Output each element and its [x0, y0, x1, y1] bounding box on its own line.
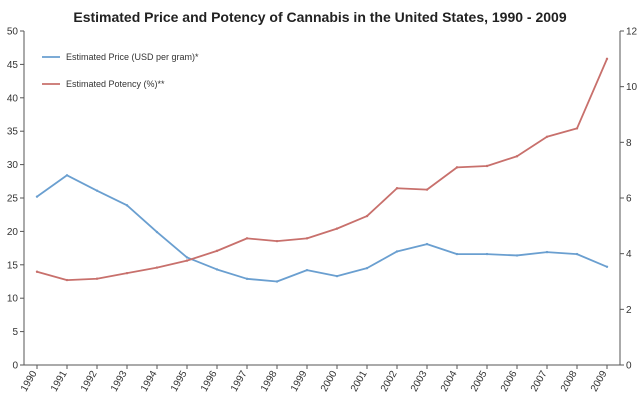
data-point-potency: [455, 166, 459, 169]
data-point-potency: [515, 155, 519, 158]
x-tick-label: 2008: [559, 369, 580, 394]
data-point-price: [425, 242, 429, 246]
left-tick-label: 30: [7, 160, 19, 171]
legend-label: Estimated Price (USD per gram)*: [66, 52, 199, 62]
data-point-potency: [125, 271, 129, 275]
x-tick-label: 1995: [169, 369, 190, 394]
x-tick-label: 1993: [109, 369, 130, 394]
data-point-price: [485, 252, 489, 256]
plot-area: 0 5 10 15 20 25 30 35 40 45 50 0 2 4 6 8 10 12 1990 1991 199…: [7, 27, 638, 394]
right-tick-label: 2: [626, 305, 632, 316]
data-point-price: [605, 265, 609, 269]
data-point-price: [305, 268, 309, 272]
data-point-price: [515, 254, 519, 257]
x-tick-label: 2009: [589, 369, 610, 394]
right-tick-label: 6: [626, 194, 632, 205]
data-point-price: [245, 277, 249, 281]
x-tick-label: 1997: [229, 369, 250, 394]
x-tick-label: 2000: [319, 369, 340, 394]
data-point-price: [395, 250, 399, 253]
series-line-potency: [36, 58, 608, 282]
data-point-price: [335, 274, 339, 278]
data-point-price: [35, 195, 39, 198]
data-point-price: [185, 256, 189, 259]
data-point-price: [365, 266, 369, 270]
legend-label: Estimated Potency (%)**: [66, 79, 165, 89]
chart-title: Estimated Price and Potency of Cannabis …: [73, 9, 566, 25]
data-point-potency: [305, 237, 309, 240]
left-tick-label: 10: [7, 294, 19, 305]
left-tick-label: 5: [12, 327, 18, 338]
left-tick-label: 45: [7, 60, 19, 71]
data-point-potency: [215, 249, 219, 253]
left-tick-label: 0: [12, 361, 18, 372]
x-tick-label: 2003: [409, 369, 430, 394]
data-point-price: [155, 230, 159, 234]
data-point-potency: [605, 57, 609, 61]
data-point-potency: [155, 266, 159, 269]
right-tick-label: 10: [626, 82, 638, 93]
right-tick-label: 12: [626, 27, 638, 38]
left-tick-label: 20: [7, 227, 19, 238]
x-tick-label: 1990: [19, 369, 40, 394]
data-point-price: [215, 268, 219, 271]
left-tick-label: 15: [7, 260, 19, 271]
series-line-price: [36, 174, 608, 283]
x-tick-label: 2007: [529, 369, 550, 394]
x-tick-label: 1991: [49, 369, 70, 394]
data-point-potency: [335, 227, 339, 230]
data-point-potency: [35, 270, 39, 273]
x-tick-label: 2006: [499, 369, 520, 394]
data-point-potency: [365, 214, 369, 218]
x-tick-label: 1994: [139, 369, 160, 394]
x-tick-label: 1992: [79, 369, 100, 394]
data-point-price: [125, 204, 129, 207]
data-point-potency: [425, 188, 429, 191]
x-tick-label: 2005: [469, 369, 490, 394]
data-point-price: [545, 250, 549, 254]
data-point-price: [575, 252, 579, 256]
x-tick-label: 2001: [349, 369, 370, 394]
left-tick-label: 40: [7, 93, 19, 104]
left-tick-label: 25: [7, 194, 19, 205]
data-point-potency: [65, 278, 69, 282]
data-point-potency: [395, 187, 399, 190]
x-tick-label: 1996: [199, 369, 220, 394]
x-tick-label: 1998: [259, 369, 280, 394]
data-point-potency: [545, 135, 549, 138]
data-point-price: [95, 189, 99, 192]
left-tick-label: 50: [7, 27, 19, 38]
x-tick-label: 1999: [289, 369, 310, 394]
data-point-potency: [245, 237, 249, 240]
right-tick-label: 4: [626, 249, 632, 260]
data-point-potency: [95, 277, 99, 280]
x-tick-label: 2004: [439, 369, 460, 394]
data-point-price: [65, 174, 69, 177]
data-point-price: [455, 252, 459, 256]
right-tick-label: 8: [626, 138, 632, 149]
left-tick-label: 35: [7, 127, 19, 138]
data-point-potency: [185, 259, 189, 262]
data-point-potency: [485, 164, 489, 168]
data-point-potency: [575, 127, 579, 130]
x-tick-label: 2002: [379, 369, 400, 394]
data-point-potency: [275, 239, 279, 243]
data-point-price: [275, 280, 279, 283]
right-tick-label: 0: [626, 361, 632, 372]
